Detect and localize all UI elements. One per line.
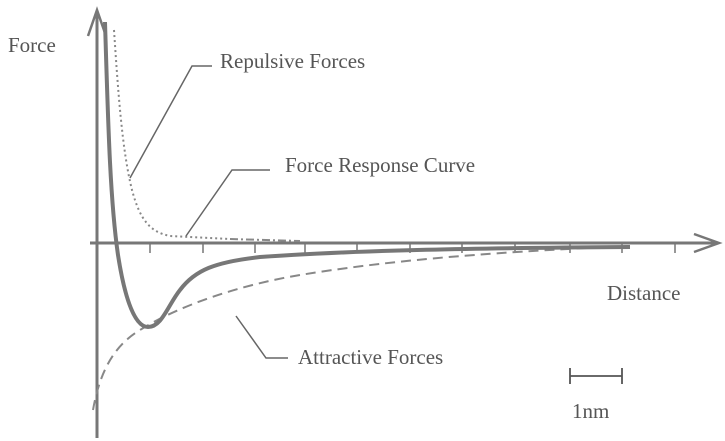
curve-label: Attractive Forces xyxy=(298,345,443,369)
scale-bar xyxy=(569,368,623,384)
axes xyxy=(86,6,723,438)
attractive-curve xyxy=(92,245,631,411)
x-axis-label: Distance xyxy=(607,281,680,305)
y-axis-arrow xyxy=(86,6,108,37)
repulsive-leader xyxy=(129,65,212,179)
y-axis-label: Force xyxy=(8,33,56,57)
repulsive-tail xyxy=(229,238,301,242)
repulsive-curve xyxy=(113,29,231,240)
scale-bar-label: 1nm xyxy=(572,399,609,423)
curve-label: Repulsive Forces xyxy=(220,49,365,73)
force-response-curve xyxy=(103,21,631,330)
curve-label: Force Response Curve xyxy=(285,153,475,177)
attractive-leader xyxy=(235,315,288,359)
x-axis-arrow xyxy=(693,232,723,254)
leader-lines xyxy=(129,65,288,359)
response-leader xyxy=(185,169,270,237)
